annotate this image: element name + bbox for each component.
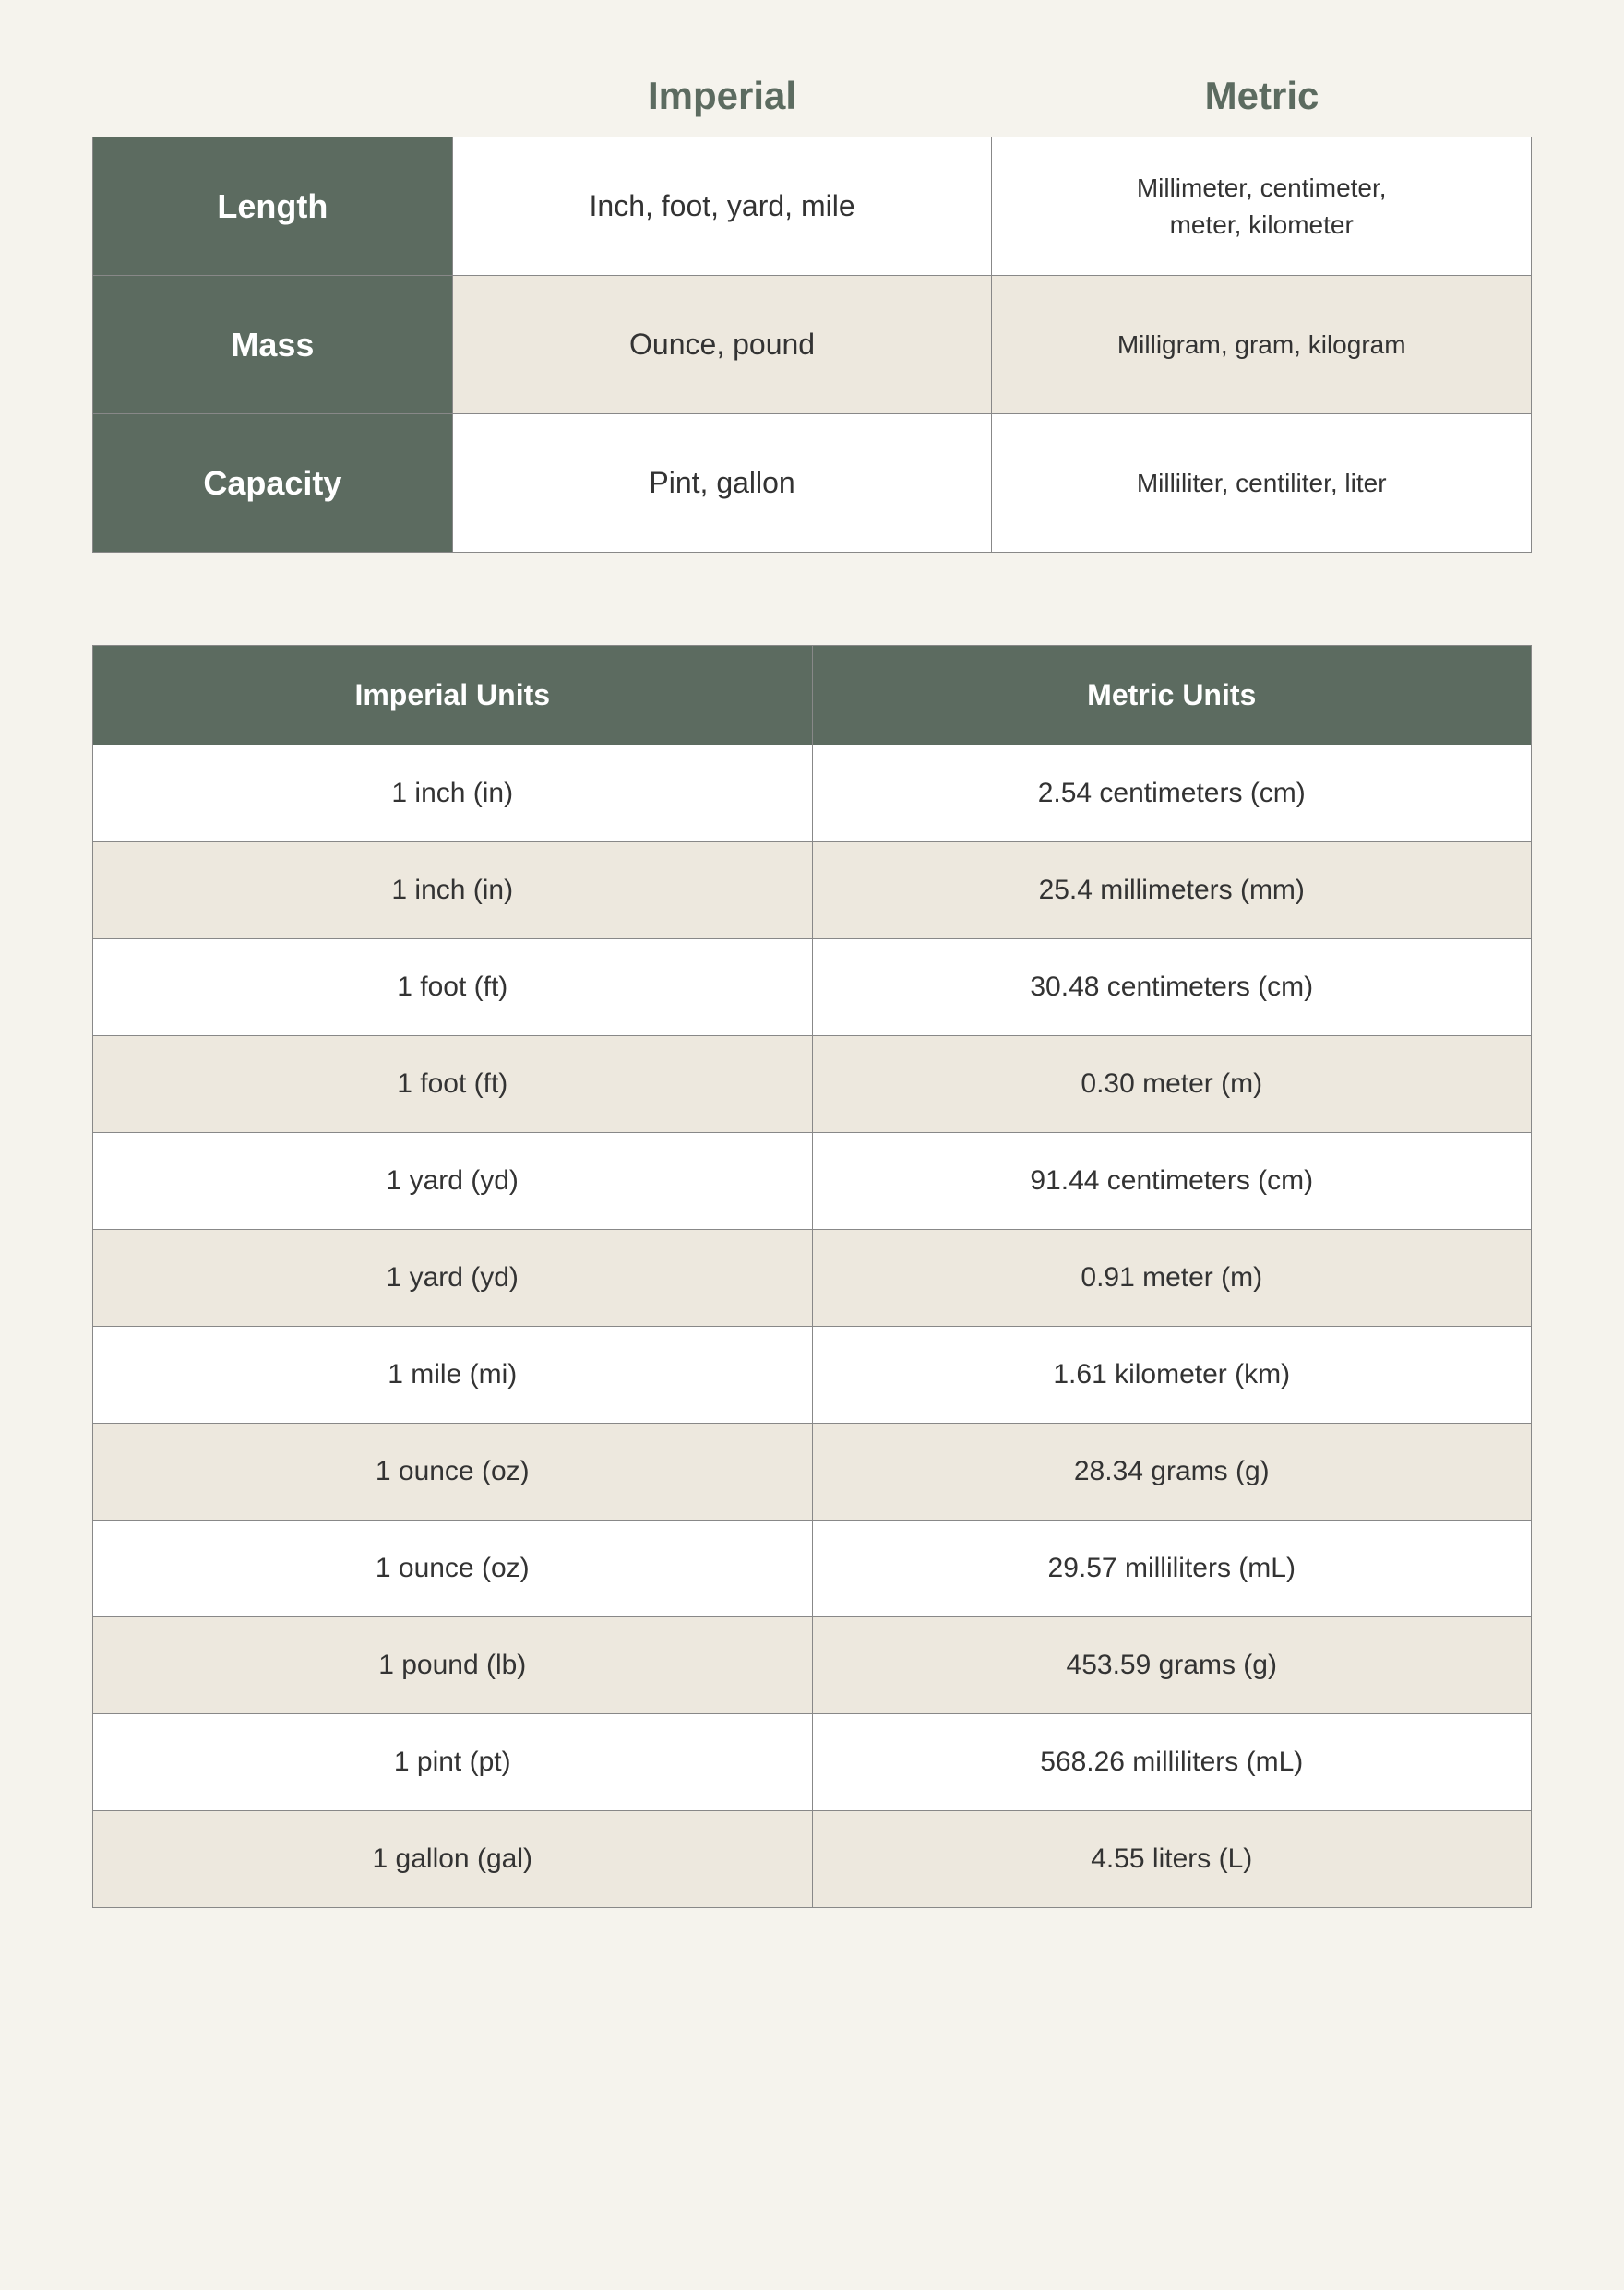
metric-cell: Millimeter, centimeter, meter, kilometer <box>992 137 1532 276</box>
metric-value: 453.59 grams (g) <box>812 1617 1532 1714</box>
imperial-value: 1 inch (in) <box>93 745 813 842</box>
imperial-value: 1 foot (ft) <box>93 939 813 1036</box>
top-section: Imperial Metric Length Inch, foot, yard,… <box>92 74 1532 553</box>
conversions-table: Imperial Units Metric Units 1 inch (in) … <box>92 645 1532 1908</box>
imperial-value: 1 inch (in) <box>93 842 813 939</box>
imperial-value: 1 ounce (oz) <box>93 1424 813 1521</box>
metric-value: 0.30 meter (m) <box>812 1036 1532 1133</box>
imperial-value: 1 foot (ft) <box>93 1036 813 1133</box>
metric-value: 28.34 grams (g) <box>812 1424 1532 1521</box>
metric-value: 0.91 meter (m) <box>812 1230 1532 1327</box>
imperial-header: Imperial <box>452 74 992 118</box>
header-spacer <box>92 74 452 118</box>
imperial-value: 1 mile (mi) <box>93 1327 813 1424</box>
table-row: Mass Ounce, pound Milligram, gram, kilog… <box>93 276 1532 414</box>
table-row: 1 mile (mi) 1.61 kilometer (km) <box>93 1327 1532 1424</box>
imperial-value: 1 ounce (oz) <box>93 1521 813 1617</box>
metric-value: 1.61 kilometer (km) <box>812 1327 1532 1424</box>
metric-value: 568.26 milliliters (mL) <box>812 1714 1532 1811</box>
table-row: 1 yard (yd) 91.44 centimeters (cm) <box>93 1133 1532 1230</box>
imperial-cell: Ounce, pound <box>452 276 992 414</box>
top-headers-row: Imperial Metric <box>92 74 1532 118</box>
metric-value: 2.54 centimeters (cm) <box>812 745 1532 842</box>
table-row: 1 inch (in) 25.4 millimeters (mm) <box>93 842 1532 939</box>
metric-cell: Milligram, gram, kilogram <box>992 276 1532 414</box>
metric-value: 91.44 centimeters (cm) <box>812 1133 1532 1230</box>
imperial-value: 1 yard (yd) <box>93 1133 813 1230</box>
metric-value: 4.55 liters (L) <box>812 1811 1532 1908</box>
categories-table: Length Inch, foot, yard, mile Millimeter… <box>92 137 1532 553</box>
table-row: 1 gallon (gal) 4.55 liters (L) <box>93 1811 1532 1908</box>
table-row: 1 foot (ft) 30.48 centimeters (cm) <box>93 939 1532 1036</box>
row-label-capacity: Capacity <box>93 414 453 553</box>
metric-line2: meter, kilometer <box>1170 210 1354 239</box>
table-row: Length Inch, foot, yard, mile Millimeter… <box>93 137 1532 276</box>
table-row: 1 pint (pt) 568.26 milliliters (mL) <box>93 1714 1532 1811</box>
imperial-units-header: Imperial Units <box>93 646 813 745</box>
conversions-body: 1 inch (in) 2.54 centimeters (cm) 1 inch… <box>93 745 1532 1908</box>
table-row: 1 foot (ft) 0.30 meter (m) <box>93 1036 1532 1133</box>
imperial-cell: Inch, foot, yard, mile <box>452 137 992 276</box>
table-header-row: Imperial Units Metric Units <box>93 646 1532 745</box>
table-row: 1 ounce (oz) 29.57 milliliters (mL) <box>93 1521 1532 1617</box>
page-container: Imperial Metric Length Inch, foot, yard,… <box>92 74 1532 1908</box>
metric-value: 29.57 milliliters (mL) <box>812 1521 1532 1617</box>
table-row: 1 inch (in) 2.54 centimeters (cm) <box>93 745 1532 842</box>
imperial-value: 1 gallon (gal) <box>93 1811 813 1908</box>
row-label-mass: Mass <box>93 276 453 414</box>
table-row: 1 ounce (oz) 28.34 grams (g) <box>93 1424 1532 1521</box>
metric-value: 25.4 millimeters (mm) <box>812 842 1532 939</box>
metric-units-header: Metric Units <box>812 646 1532 745</box>
table-row: 1 pound (lb) 453.59 grams (g) <box>93 1617 1532 1714</box>
metric-cell: Milliliter, centiliter, liter <box>992 414 1532 553</box>
imperial-cell: Pint, gallon <box>452 414 992 553</box>
row-label-length: Length <box>93 137 453 276</box>
imperial-value: 1 yard (yd) <box>93 1230 813 1327</box>
table-row: Capacity Pint, gallon Milliliter, centil… <box>93 414 1532 553</box>
metric-value: 30.48 centimeters (cm) <box>812 939 1532 1036</box>
imperial-value: 1 pound (lb) <box>93 1617 813 1714</box>
metric-line1: Millimeter, centimeter, <box>1137 173 1387 202</box>
imperial-value: 1 pint (pt) <box>93 1714 813 1811</box>
metric-header: Metric <box>992 74 1532 118</box>
table-row: 1 yard (yd) 0.91 meter (m) <box>93 1230 1532 1327</box>
